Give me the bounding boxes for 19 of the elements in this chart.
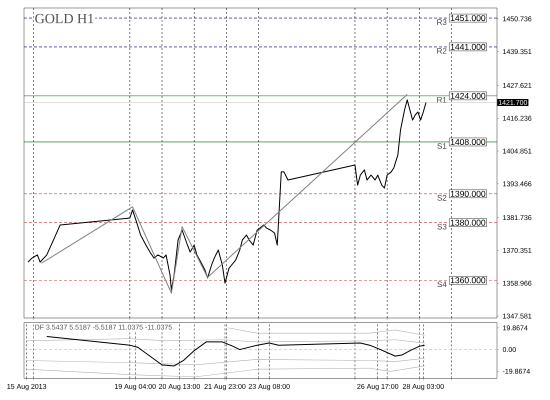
ref-line-label: S2 xyxy=(437,195,446,201)
line-series xyxy=(26,358,425,366)
ref-line-label: R1 xyxy=(437,97,446,103)
line-series xyxy=(46,336,426,366)
ref-line-label: S3 xyxy=(437,224,446,230)
ref-line-label: R3 xyxy=(437,19,446,25)
annotation: 1390.000 xyxy=(450,190,486,197)
ref-line-label: S4 xyxy=(437,281,447,288)
line-series xyxy=(227,327,425,336)
chart-title: GOLD H1 xyxy=(35,14,94,24)
ref-line-label: R2 xyxy=(437,48,446,54)
annotation: 1424.000 xyxy=(450,92,486,99)
line-series xyxy=(26,366,425,378)
annotation: 1408.000 xyxy=(450,138,486,145)
ref-line-label: S1 xyxy=(437,143,446,149)
annotation: 1441.000 xyxy=(450,44,486,50)
annotation: 1380.000 xyxy=(450,220,486,226)
annotation: 1451.000 xyxy=(450,15,486,22)
annotation: 1360.000 xyxy=(450,277,486,284)
